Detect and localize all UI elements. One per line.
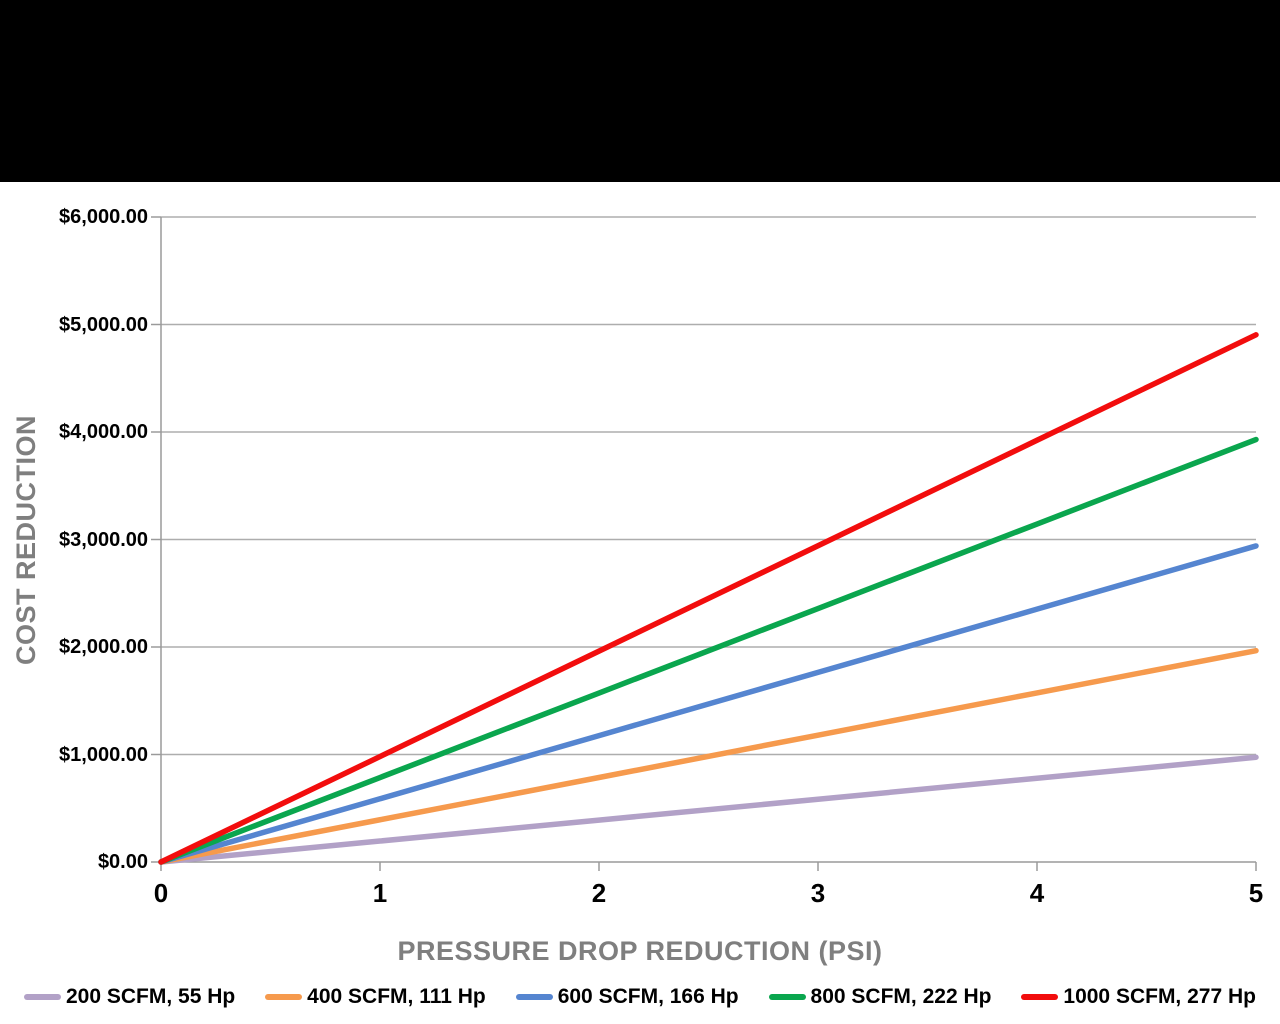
y-tick-label-1000: $1,000.00	[59, 743, 148, 766]
letterbox-top-bar	[0, 0, 1280, 182]
legend-label: 400 SCFM, 111 Hp	[307, 985, 486, 1008]
y-tick-label-6000: $6,000.00	[59, 206, 148, 228]
legend-swatch-green	[768, 994, 806, 1000]
legend-swatch-purple	[24, 994, 61, 1000]
chart-canvas: COST REDUCTION $6,000.00 $5,000.00 $4,00…	[0, 182, 1280, 1024]
y-tick-label-4000: $4,000.00	[59, 421, 148, 443]
legend-item-1000scfm: 1000 SCFM, 277 Hp	[1021, 985, 1256, 1009]
x-tick-label-5: 5	[1248, 878, 1264, 908]
legend-swatch-blue	[515, 994, 553, 1000]
plot-svg	[151, 216, 1259, 871]
legend-item-400scfm: 400 SCFM, 111 Hp	[265, 985, 486, 1009]
x-tick-label-0: 0	[153, 878, 169, 908]
legend-label: 800 SCFM, 222 Hp	[810, 985, 992, 1008]
chart-legend: 200 SCFM, 55 Hp 400 SCFM, 111 Hp 600 SCF…	[24, 984, 1256, 1010]
x-tick-label-2: 2	[591, 878, 607, 908]
y-tick-label-2000: $2,000.00	[59, 636, 148, 658]
y-tick-label-0: $0.00	[97, 851, 148, 873]
legend-swatch-red	[1021, 994, 1059, 1000]
y-tick-label-3000: $3,000.00	[59, 528, 148, 551]
x-axis-title: PRESSURE DROP REDUCTION (PSI)	[397, 936, 883, 966]
legend-item-200scfm: 200 SCFM, 55 Hp	[24, 985, 235, 1009]
legend-item-800scfm: 800 SCFM, 222 Hp	[768, 985, 992, 1009]
legend-label: 1000 SCFM, 277 Hp	[1063, 985, 1256, 1008]
legend-swatch-orange	[265, 994, 303, 1000]
y-tick-label-5000: $5,000.00	[59, 313, 148, 336]
legend-item-600scfm: 600 SCFM, 166 Hp	[515, 985, 739, 1009]
legend-label: 200 SCFM, 55 Hp	[66, 985, 236, 1008]
legend-label: 600 SCFM, 166 Hp	[557, 985, 739, 1008]
x-tick-label-3: 3	[810, 878, 826, 908]
x-tick-label-1: 1	[372, 878, 388, 908]
x-tick-label-4: 4	[1029, 878, 1045, 908]
